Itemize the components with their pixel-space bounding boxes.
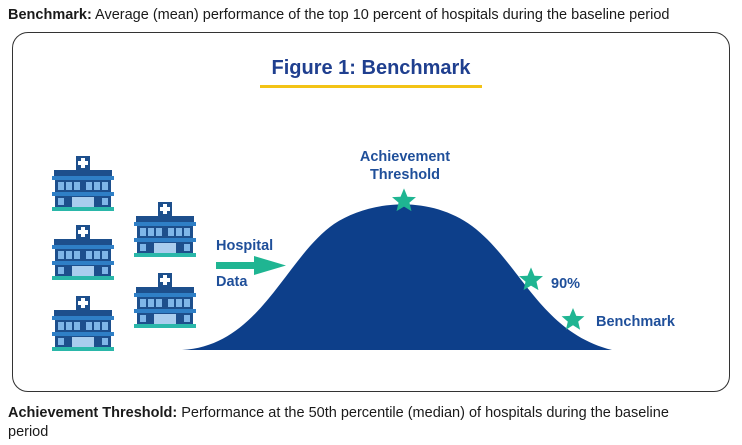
hospital-label-line1: Hospital: [216, 238, 274, 254]
threshold-label-line2: Threshold: [369, 167, 441, 183]
figure-title: Figure 1: Benchmark: [271, 57, 471, 79]
star-icon: [561, 308, 585, 330]
hospital-icon: [134, 273, 196, 328]
figure-title-underline: [260, 85, 482, 88]
threshold-term: Achievement Threshold:: [8, 405, 178, 421]
hospital-icon: [134, 202, 196, 257]
arrow-right-icon: [216, 256, 286, 275]
threshold-label-line1: Achievement: [359, 149, 451, 165]
hospital-data-label: Hospital Data: [216, 237, 273, 291]
figure-panel: [12, 32, 730, 392]
threshold-text: Performance at the 50th percentile (medi…: [8, 405, 669, 440]
hospital-icon: [52, 156, 114, 211]
threshold-definition: Achievement Threshold: Performance at th…: [8, 404, 708, 442]
hospital-icon: [52, 296, 114, 351]
achievement-threshold-label: Achievement Threshold: [340, 148, 470, 184]
percentile-90-label: 90%: [551, 276, 581, 292]
benchmark-definition: Benchmark: Average (mean) performance of…: [8, 6, 670, 24]
benchmark-term: Benchmark:: [8, 7, 92, 23]
distribution-curve: [182, 204, 612, 350]
benchmark-label: Benchmark: [596, 314, 675, 330]
data-label-line2: Data: [216, 274, 248, 290]
benchmark-text: Average (mean) performance of the top 10…: [91, 7, 670, 23]
hospital-icon: [52, 225, 114, 280]
